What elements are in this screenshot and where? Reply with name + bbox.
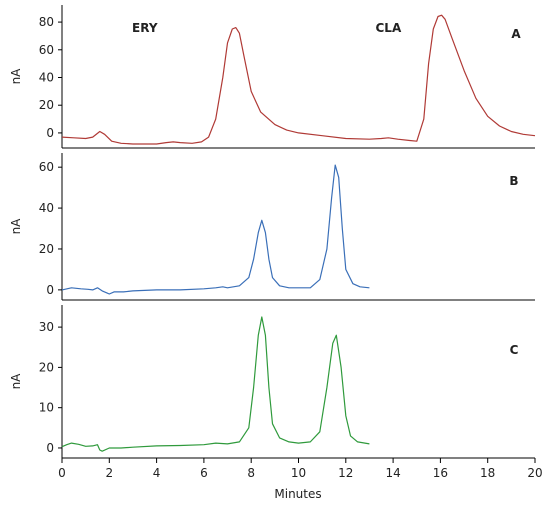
series-line	[61, 14, 536, 145]
y-axis-title: nA	[9, 373, 23, 390]
peak-label: ERY	[132, 21, 158, 35]
x-axis-title: Minutes	[274, 487, 321, 501]
panel-b: 0 20 40 60 nA B	[9, 153, 535, 301]
y-tick-label: 60	[39, 43, 54, 57]
x-tick-label: 2	[105, 466, 113, 480]
y-tick-label: 20	[39, 242, 54, 256]
x-tick-label: 6	[200, 466, 208, 480]
x-ticks: 0 2 4 6 8 10 12 14 16 18 20	[58, 458, 543, 480]
y-tick-label: 0	[46, 126, 54, 140]
y-tick-label: 40	[39, 71, 54, 85]
y-axis-title: nA	[9, 218, 23, 235]
x-tick-label: 4	[153, 466, 161, 480]
series-line	[61, 164, 370, 295]
x-tick-label: 16	[433, 466, 448, 480]
panel-c: 0 10 20 30 nA C	[9, 305, 535, 459]
x-tick-label: 18	[480, 466, 495, 480]
y-tick-label: 10	[39, 401, 54, 415]
y-tick-label: 60	[39, 160, 54, 174]
x-axis: 0 2 4 6 8 10 12 14 16 18 20 Minutes	[58, 457, 543, 501]
panel-letter: C	[510, 343, 519, 357]
y-tick-label: 40	[39, 201, 54, 215]
y-tick-label: 0	[46, 441, 54, 455]
y-axis-title: nA	[9, 68, 23, 85]
series-line	[61, 316, 370, 452]
y-tick-label: 30	[39, 320, 54, 334]
peak-label: CLA	[375, 21, 401, 35]
x-tick-label: 0	[58, 466, 66, 480]
x-tick-label: 8	[247, 466, 255, 480]
y-tick-label: 20	[39, 360, 54, 374]
x-tick-label: 10	[291, 466, 306, 480]
x-tick-label: 14	[385, 466, 400, 480]
panel-letter: A	[511, 27, 521, 41]
x-tick-label: 12	[338, 466, 353, 480]
y-tick-label: 0	[46, 283, 54, 297]
panels: 0 20 40 60 80 nA ERY CLA A 0 20 40 60 nA B 0 10 20 30 nA C	[9, 5, 536, 459]
panel-a: 0 20 40 60 80 nA ERY CLA A	[9, 5, 536, 149]
y-tick-label: 20	[39, 98, 54, 112]
y-tick-label: 80	[39, 15, 54, 29]
panel-letter: B	[509, 174, 518, 188]
x-tick-label: 20	[527, 466, 542, 480]
